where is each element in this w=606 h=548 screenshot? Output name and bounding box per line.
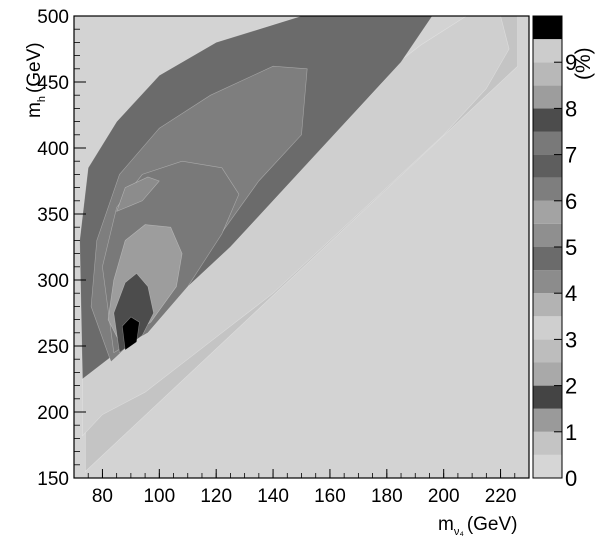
contour-regions <box>79 16 518 473</box>
x-axis: 80 100 120 140 160 180 200 220 <box>73 469 530 507</box>
color-scale-swatch <box>533 362 562 386</box>
x-tick-label: 160 <box>314 486 346 507</box>
color-tick-label: 9 <box>565 50 577 75</box>
y-tick-label: 500 <box>37 7 69 28</box>
color-tick-label: 8 <box>565 96 577 121</box>
color-tick-label: 7 <box>565 143 577 168</box>
contour-region <box>121 316 140 351</box>
color-scale-swatch <box>533 108 562 132</box>
x-tick-label: 180 <box>371 486 403 507</box>
color-scale-swatch <box>533 339 562 363</box>
y-tick-label: 400 <box>37 139 69 160</box>
color-scale-swatch <box>533 316 562 340</box>
color-scale-swatch <box>533 85 562 109</box>
y-tick-label: 450 <box>37 73 69 94</box>
color-scale-swatch <box>533 200 562 224</box>
y-axis-label: mh(GeV) <box>24 42 48 118</box>
color-tick-label: 0 <box>565 466 577 491</box>
y-tick-label: 250 <box>37 337 69 358</box>
y-tick-label: 150 <box>37 469 69 490</box>
color-scale-swatch <box>533 385 562 409</box>
color-scale-swatch <box>533 293 562 317</box>
x-axis-label: mν₄ (GeV) <box>438 514 518 538</box>
color-scale-bar: 0 1 2 3 4 5 6 7 8 9 <box>532 15 577 491</box>
color-tick-label: 4 <box>565 281 577 306</box>
color-scale-swatch <box>533 270 562 294</box>
color-tick-label: 1 <box>565 420 577 445</box>
color-tick-label: 3 <box>565 327 577 352</box>
y-axis: 150 200 250 300 350 400 450 500 <box>37 7 86 490</box>
y-tick-label: 200 <box>37 403 69 424</box>
color-tick-label: 6 <box>565 189 577 214</box>
color-tick-label: 5 <box>565 235 577 260</box>
color-scale-label: (%) <box>572 47 595 80</box>
color-scale-swatch <box>533 16 562 40</box>
x-tick-label: 120 <box>200 486 232 507</box>
x-tick-label: 100 <box>143 486 175 507</box>
color-scale-swatch <box>533 408 562 432</box>
color-scale-swatch <box>533 247 562 271</box>
color-tick-label: 2 <box>565 374 577 399</box>
y-tick-label: 300 <box>37 271 69 292</box>
color-scale-swatch <box>533 431 562 455</box>
x-tick-label: 140 <box>257 486 289 507</box>
color-scale-swatch <box>533 177 562 201</box>
color-scale-swatch <box>533 39 562 63</box>
color-scale-swatch <box>533 62 562 86</box>
color-scale-swatch <box>533 454 562 478</box>
color-scale-swatch <box>533 131 562 155</box>
x-tick-label: 200 <box>428 486 460 507</box>
x-tick-label: 80 <box>92 486 113 507</box>
color-scale-swatch <box>533 223 562 247</box>
y-tick-label: 350 <box>37 205 69 226</box>
x-tick-label: 220 <box>485 486 517 507</box>
contour-region <box>116 176 160 212</box>
color-scale-swatch <box>533 154 562 178</box>
